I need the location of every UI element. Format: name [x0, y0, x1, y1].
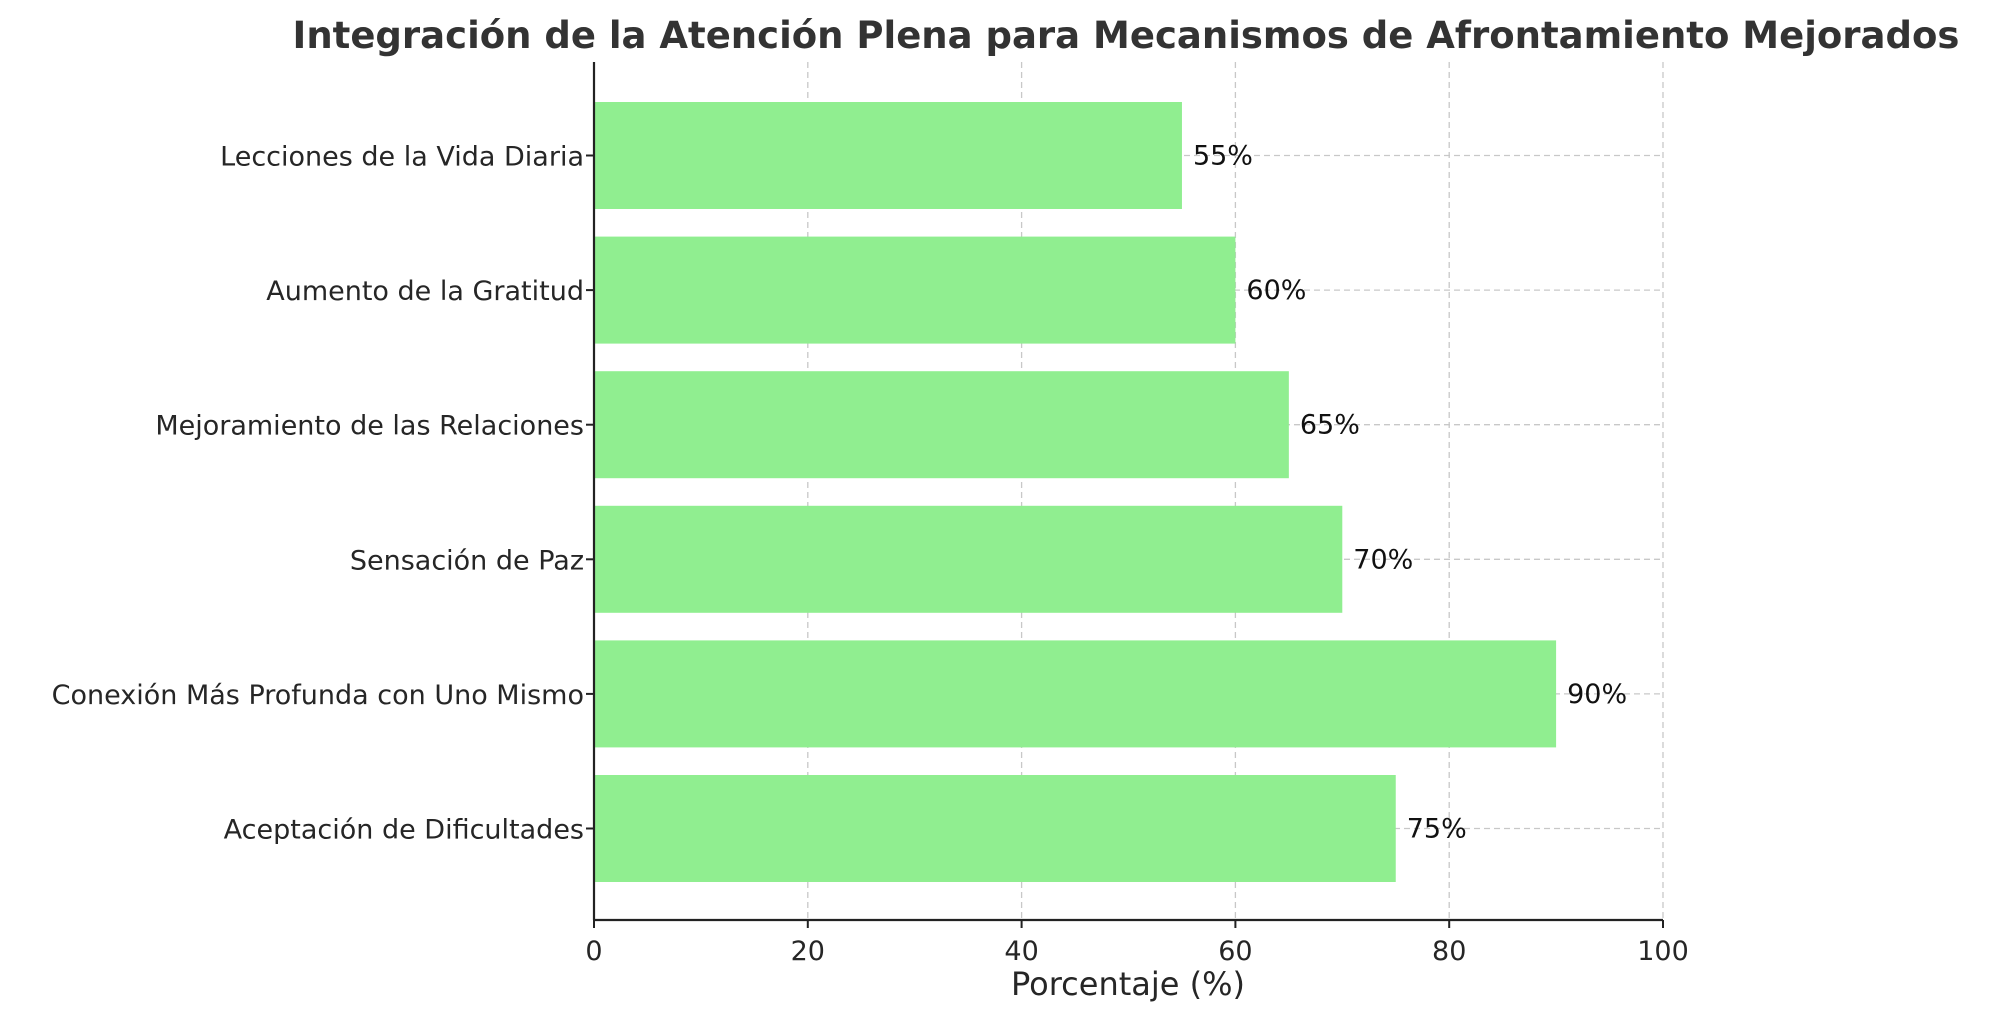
value-label: 70%	[1353, 544, 1413, 575]
value-label: 65%	[1300, 410, 1360, 441]
value-label: 75%	[1407, 814, 1467, 845]
value-label: 55%	[1193, 141, 1253, 172]
chart-title: Integración de la Atención Plena para Me…	[293, 14, 1960, 57]
bar-layer: 55% 60% 65% 70% 90% 75%	[594, 102, 1627, 882]
bar	[594, 371, 1289, 479]
category-label: Mejoramiento de las Relaciones	[155, 411, 584, 442]
bar	[594, 505, 1343, 613]
x-axis-title: Porcentaje (%)	[1011, 965, 1245, 1003]
bar	[594, 640, 1557, 748]
bar	[594, 236, 1236, 344]
category-label: Aceptación de Dificultades	[224, 815, 584, 846]
value-label: 60%	[1246, 275, 1306, 306]
category-label: Aumento de la Gratitud	[266, 276, 584, 307]
bar	[594, 102, 1182, 209]
x-tick-label: 20	[791, 936, 825, 967]
bar	[594, 775, 1396, 882]
category-label: Sensación de Paz	[350, 545, 584, 576]
value-label: 90%	[1567, 679, 1627, 710]
x-tick-label: 100	[1637, 936, 1689, 967]
category-label: Lecciones de la Vida Diaria	[220, 142, 584, 173]
x-tick-label: 0	[585, 936, 602, 967]
x-tick-label: 80	[1432, 936, 1466, 967]
x-tick-label: 60	[1218, 936, 1252, 967]
axis-layer: Lecciones de la Vida Diaria Aumento de la…	[52, 62, 1689, 967]
category-label: Conexión Más Profunda con Uno Mismo	[52, 680, 584, 711]
x-tick-label: 40	[1004, 936, 1038, 967]
